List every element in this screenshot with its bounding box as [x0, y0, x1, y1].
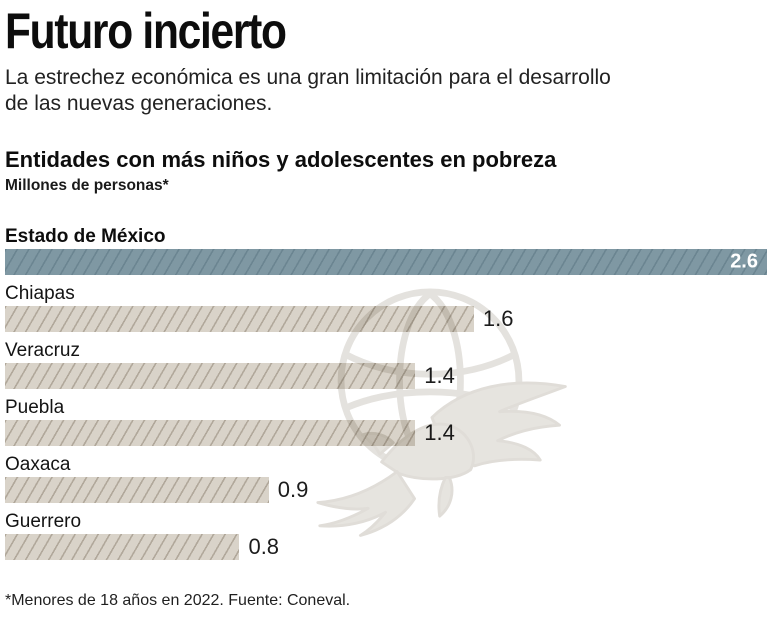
bar-track: 1.4 [5, 363, 767, 389]
bar-chart: Estado de México 2.6 Chiapas 1.6 Veracruz 1.4… [5, 227, 767, 560]
bar [5, 534, 240, 560]
bar-row: Chiapas 1.6 [5, 284, 767, 332]
subtitle-line-1: La estrechez económica es una gran limit… [5, 66, 611, 89]
bar [5, 420, 416, 446]
bar-rows: Estado de México 2.6 Chiapas 1.6 Veracruz 1.4… [5, 227, 767, 560]
bar-category-label: Estado de México [5, 226, 166, 247]
bar-value: 2.6 [730, 250, 758, 273]
bar-value: 1.4 [424, 420, 455, 445]
bar-category-label: Chiapas [5, 283, 75, 304]
bar: 2.6 [5, 249, 767, 275]
bar-track: 1.4 [5, 420, 767, 446]
bar-track: 0.8 [5, 534, 767, 560]
bar [5, 306, 474, 332]
chart-heading: Entidades con más niños y adolescentes e… [5, 147, 557, 172]
bar-category-label: Guerrero [5, 511, 82, 532]
source-footnote: *Menores de 18 años en 2022. Fuente: Con… [5, 592, 351, 609]
bar-row: Guerrero 0.8 [5, 512, 767, 560]
bar-track: 2.6 [5, 249, 767, 275]
page-title: Futuro incierto [5, 3, 287, 59]
bar-category-label: Veracruz [5, 340, 80, 361]
bar-value: 0.9 [277, 477, 309, 502]
bar [5, 363, 416, 389]
bar-row: Puebla 1.4 [5, 398, 767, 446]
bar-row: Estado de México 2.6 [5, 227, 767, 275]
subtitle: La estrechez económica es una gran limit… [5, 65, 767, 117]
bar-category-label: Oaxaca [5, 454, 71, 475]
bar-value: 0.8 [248, 534, 280, 559]
title-wrap: Futuro incierto [5, 6, 767, 58]
bar-track: 0.9 [5, 477, 767, 503]
bar-track: 1.6 [5, 306, 767, 332]
bar-value: 1.6 [482, 306, 514, 331]
bar-row: Veracruz 1.4 [5, 341, 767, 389]
bar-category-label: Puebla [5, 397, 65, 418]
bar-value: 1.4 [424, 363, 455, 388]
chart-unit-label: Millones de personas* [5, 177, 169, 194]
bar [5, 477, 269, 503]
subtitle-line-2: de las nuevas generaciones. [5, 92, 273, 115]
bar-row: Oaxaca 0.9 [5, 455, 767, 503]
